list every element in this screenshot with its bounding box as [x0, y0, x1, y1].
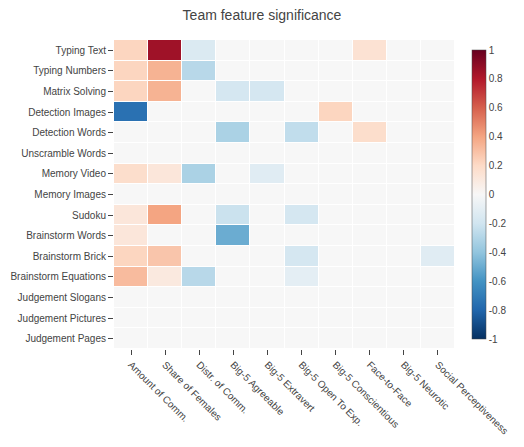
svg-text:Memory Video: Memory Video: [42, 168, 107, 179]
svg-text:Big-5 Agreeable: Big-5 Agreeable: [228, 359, 286, 417]
svg-text:Distr. of Comm.: Distr. of Comm.: [194, 359, 251, 416]
svg-text:Social Perceptiveness: Social Perceptiveness: [433, 359, 510, 436]
svg-text:Detection Words: Detection Words: [32, 127, 106, 138]
svg-text:Typing Text: Typing Text: [56, 45, 107, 56]
svg-text:Brainstorm Brick: Brainstorm Brick: [33, 251, 107, 262]
svg-text:0: 0: [489, 189, 495, 200]
svg-text:Typing Numbers: Typing Numbers: [33, 65, 106, 76]
svg-text:-0.2: -0.2: [489, 218, 507, 229]
svg-text:0.8: 0.8: [489, 73, 503, 84]
svg-text:-0.8: -0.8: [489, 305, 507, 316]
svg-text:Brainstorm Words: Brainstorm Words: [26, 230, 106, 241]
svg-text:Matrix Solving: Matrix Solving: [43, 86, 106, 97]
svg-text:Big-5 Extravert: Big-5 Extravert: [263, 359, 318, 414]
svg-text:Judgement Pictures: Judgement Pictures: [18, 313, 106, 324]
svg-text:0.2: 0.2: [489, 160, 503, 171]
svg-text:Big-5 Conscientious: Big-5 Conscientious: [331, 359, 402, 430]
svg-text:1: 1: [489, 45, 495, 56]
svg-text:Judgement Pages: Judgement Pages: [25, 333, 106, 344]
svg-text:Judgement Slogans: Judgement Slogans: [18, 292, 106, 303]
svg-text:0.6: 0.6: [489, 102, 503, 113]
svg-text:Big-5 Neurotic: Big-5 Neurotic: [399, 359, 452, 412]
svg-text:Memory Images: Memory Images: [34, 189, 106, 200]
svg-text:0.4: 0.4: [489, 131, 503, 142]
svg-text:Face-to-Face: Face-to-Face: [365, 359, 415, 409]
svg-text:-0.4: -0.4: [489, 247, 507, 258]
svg-text:-0.6: -0.6: [489, 276, 507, 287]
svg-text:Team feature significance: Team feature significance: [183, 7, 342, 23]
svg-text:-1: -1: [489, 334, 498, 345]
svg-text:Share of Females: Share of Females: [160, 359, 224, 423]
svg-text:Unscramble Words: Unscramble Words: [21, 148, 106, 159]
svg-text:Brainstorm Equations: Brainstorm Equations: [10, 271, 106, 282]
svg-text:Detection Images: Detection Images: [28, 107, 106, 118]
svg-text:Amount of Comm.: Amount of Comm.: [126, 359, 191, 424]
svg-text:Sudoku: Sudoku: [72, 210, 106, 221]
svg-text:Big-5 Open To Exp.: Big-5 Open To Exp.: [297, 359, 366, 428]
